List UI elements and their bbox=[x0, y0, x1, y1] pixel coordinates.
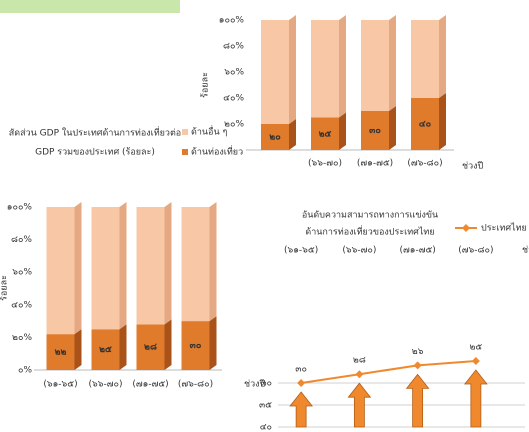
bar-segment bbox=[46, 334, 75, 370]
data-label: ๒๒ bbox=[55, 348, 67, 358]
y-tick-label: ๑๐๐% bbox=[219, 16, 245, 26]
bar-side bbox=[389, 15, 396, 111]
legend-marker bbox=[462, 224, 470, 232]
data-label: ๓๐ bbox=[190, 341, 202, 351]
x-tick-label: (๗๑-๗๕) bbox=[357, 159, 393, 169]
point bbox=[297, 379, 306, 387]
bar-segment bbox=[411, 20, 439, 98]
x-axis-label: ช่วงปี bbox=[244, 379, 266, 390]
bar-side bbox=[119, 324, 127, 370]
arrow bbox=[464, 369, 488, 428]
bar-segment bbox=[311, 20, 339, 118]
bar-side bbox=[289, 15, 296, 124]
data-label: ๓๐ bbox=[295, 365, 307, 375]
y-tick-label: ๔๐ bbox=[260, 423, 272, 432]
arrow bbox=[347, 382, 372, 428]
bar-side bbox=[209, 316, 217, 370]
x-tick-label: (๗๖-๘๐) bbox=[458, 246, 493, 256]
point bbox=[471, 357, 480, 365]
bar-side bbox=[439, 93, 446, 150]
y-tick-label: ๔๐% bbox=[11, 300, 32, 310]
x-axis-label: ช่วงปี bbox=[462, 161, 484, 172]
bar-side bbox=[164, 319, 172, 370]
bar-side bbox=[339, 15, 346, 118]
x-tick-label: (๖๖-๗๐) bbox=[308, 159, 342, 169]
y-tick-label: ๓๕ bbox=[259, 401, 272, 411]
bar-segment bbox=[261, 124, 289, 150]
y-tick-label: ๘๐% bbox=[11, 235, 32, 245]
chart-title: อันดับความสามารถทางการแข่งขัน bbox=[302, 211, 438, 221]
x-tick-label: (๖๖-๗๐) bbox=[89, 380, 123, 390]
bar-side bbox=[74, 202, 82, 335]
bar-segment bbox=[361, 20, 389, 111]
x-axis-label: ช่วงปี bbox=[522, 245, 529, 256]
chart-title: ด้านการท่องเที่ยวของประเทศไทย bbox=[305, 225, 434, 238]
legend-swatch bbox=[182, 149, 188, 155]
bar-segment bbox=[91, 207, 120, 330]
bar-segment bbox=[411, 98, 439, 150]
x-tick-label: (๗๑-๗๕) bbox=[132, 380, 168, 390]
bar-side bbox=[74, 329, 82, 370]
x-tick-label: (๖๑-๖๕) bbox=[284, 246, 318, 256]
line bbox=[300, 360, 476, 384]
y-tick-label: ๘๐% bbox=[223, 42, 244, 52]
legend-swatch bbox=[182, 129, 188, 135]
bar-side bbox=[389, 106, 396, 150]
data-label: ๒๘ bbox=[353, 356, 366, 366]
bar-segment bbox=[91, 329, 120, 370]
bar-segment bbox=[311, 117, 339, 150]
y-tick-label: ๒๐% bbox=[12, 333, 32, 343]
y-tick-label: ๑๐๐% bbox=[7, 203, 33, 213]
x-tick-label: (๗๖-๘๐) bbox=[178, 380, 213, 390]
y-tick-label: ๒๐% bbox=[224, 120, 244, 130]
data-label: ๒๖ bbox=[412, 347, 424, 357]
y-tick-label: ๔๐% bbox=[223, 94, 244, 104]
point bbox=[413, 361, 422, 370]
y-tick-label: ๓๐ bbox=[260, 379, 272, 389]
bar-segment bbox=[136, 324, 165, 370]
bar-segment bbox=[261, 20, 289, 124]
data-label: ๒๐ bbox=[269, 133, 281, 143]
data-label: ๒๕ bbox=[319, 129, 332, 139]
x-tick-label: (๖๖-๗๐) bbox=[342, 246, 376, 256]
data-label: ๒๕ bbox=[470, 343, 483, 353]
chart-title: GDP รวมของประเทศ (ร้อยละ) bbox=[35, 147, 155, 158]
legend-label: ด้านท่องเที่ยว bbox=[191, 145, 243, 158]
banner bbox=[0, 0, 180, 13]
data-label: ๓๐ bbox=[369, 126, 381, 136]
y-tick-label: ๐% bbox=[18, 366, 32, 376]
x-tick-label: (๖๑-๖๕) bbox=[43, 380, 77, 390]
bar-side bbox=[439, 15, 446, 98]
point bbox=[355, 370, 364, 379]
data-label: ๒๘ bbox=[144, 343, 157, 353]
legend-label: ประเทศไทย bbox=[481, 223, 527, 234]
x-tick-label: (๗๑-๗๕) bbox=[399, 246, 435, 256]
x-tick-label: (๗๖-๘๐) bbox=[407, 159, 442, 169]
y-tick-label: ๖๐% bbox=[12, 268, 32, 278]
bar-segment bbox=[181, 207, 210, 322]
bar-side bbox=[119, 202, 127, 330]
y-tick-label: ๖๐% bbox=[224, 68, 244, 78]
legend-label: ด้านอื่น ๆ bbox=[191, 125, 227, 138]
y-axis-label: ร้อยละ bbox=[0, 275, 10, 301]
bar-side bbox=[339, 112, 346, 150]
bar-segment bbox=[361, 111, 389, 150]
chart-title: สัดส่วน GDP ในประเทศด้านการท่องเที่ยวต่อ bbox=[9, 126, 181, 139]
bar-segment bbox=[46, 207, 75, 335]
bar-side bbox=[289, 119, 296, 150]
bar-side bbox=[209, 202, 217, 322]
bar-side bbox=[164, 202, 172, 325]
y-axis-label: ร้อยละ bbox=[200, 72, 211, 98]
arrow bbox=[405, 373, 430, 428]
data-label: ๔๐ bbox=[419, 120, 432, 130]
arrow bbox=[289, 391, 313, 428]
bar-segment bbox=[136, 207, 165, 325]
bar-segment bbox=[181, 321, 210, 370]
data-label: ๒๕ bbox=[99, 345, 112, 355]
